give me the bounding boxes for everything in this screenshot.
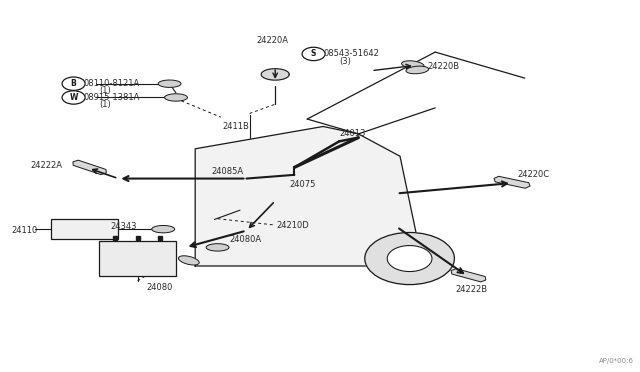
Text: W: W: [69, 93, 78, 102]
Circle shape: [62, 91, 85, 104]
Text: 24220B: 24220B: [428, 62, 460, 71]
Polygon shape: [195, 126, 416, 266]
Text: 24222A: 24222A: [31, 161, 63, 170]
Text: 24220A: 24220A: [256, 36, 288, 45]
Polygon shape: [494, 176, 530, 188]
Bar: [51, 219, 118, 239]
Polygon shape: [158, 80, 181, 87]
Text: 24222B: 24222B: [456, 285, 488, 294]
Text: 24220C: 24220C: [517, 170, 549, 179]
Text: 24110: 24110: [12, 226, 38, 235]
Text: 08110-8121A: 08110-8121A: [83, 79, 140, 88]
Text: B: B: [71, 79, 76, 88]
Text: 08915-1381A: 08915-1381A: [83, 93, 140, 102]
Circle shape: [302, 47, 325, 61]
Polygon shape: [179, 256, 199, 265]
Text: 2411B: 2411B: [223, 122, 250, 131]
Polygon shape: [206, 244, 229, 251]
Bar: [99, 241, 176, 276]
Text: (1): (1): [99, 100, 111, 109]
Text: AP/0*00:6: AP/0*00:6: [598, 358, 634, 364]
Polygon shape: [451, 269, 486, 282]
Text: 24210D: 24210D: [276, 221, 309, 230]
Text: S: S: [311, 49, 316, 58]
Circle shape: [62, 77, 85, 90]
Text: (3): (3): [339, 57, 351, 66]
Polygon shape: [73, 160, 106, 174]
Text: 24013: 24013: [339, 129, 365, 138]
Text: 08543-51642: 08543-51642: [323, 49, 379, 58]
Polygon shape: [401, 61, 424, 69]
Circle shape: [365, 232, 454, 285]
Polygon shape: [164, 94, 188, 101]
Circle shape: [387, 246, 432, 272]
Text: 24085A: 24085A: [211, 167, 243, 176]
Polygon shape: [406, 66, 429, 74]
Text: 24080: 24080: [146, 283, 172, 292]
Text: 24075: 24075: [289, 180, 316, 189]
Text: 24080A: 24080A: [229, 235, 261, 244]
Polygon shape: [152, 225, 175, 233]
Polygon shape: [261, 69, 289, 80]
Text: 24343: 24343: [110, 222, 136, 231]
Text: (1): (1): [99, 86, 111, 95]
